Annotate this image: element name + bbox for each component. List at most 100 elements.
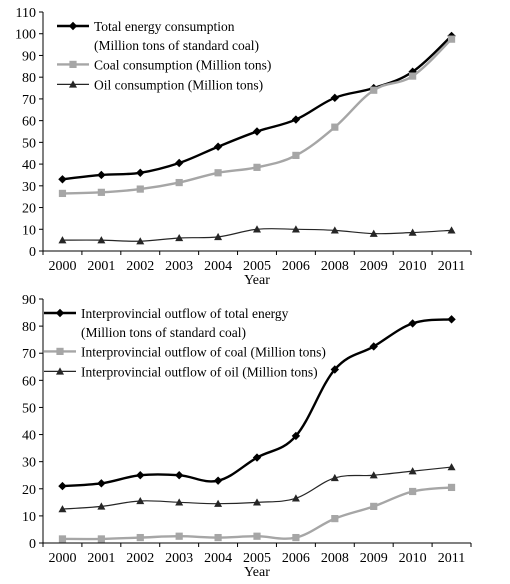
data-point (408, 228, 417, 236)
data-point (58, 175, 67, 184)
x-tick-label: 2011 (438, 259, 465, 274)
x-tick-label: 2005 (243, 259, 271, 274)
legend-marker (69, 80, 77, 88)
x-tick-label: 2002 (126, 551, 154, 566)
data-point (214, 533, 222, 542)
data-point (175, 498, 184, 506)
data-point (291, 225, 300, 233)
data-point (97, 170, 106, 180)
data-point (97, 188, 105, 196)
data-point (253, 532, 261, 540)
x-tick-label: 2008 (321, 259, 349, 274)
legend-label: Total energy consumption (94, 19, 235, 34)
data-point (447, 315, 456, 324)
y-tick-label: 30 (22, 456, 36, 471)
data-point (330, 473, 339, 482)
y-tick-label: 60 (22, 374, 36, 389)
data-point (291, 431, 301, 441)
x-tick-label: 2005 (243, 551, 271, 566)
y-tick-label: 20 (22, 202, 36, 217)
data-point (330, 93, 340, 103)
data-point (213, 476, 223, 485)
legend-item: Interprovincial outflow of total energy (… (44, 306, 289, 340)
data-point (331, 123, 339, 131)
series-layer-0 (58, 31, 456, 245)
y-tick-label: 90 (22, 49, 36, 64)
y-tick-label: 70 (22, 347, 36, 362)
data-point (58, 505, 67, 513)
data-point (174, 158, 184, 168)
data-point (136, 237, 145, 245)
y-tick-label: 60 (22, 115, 36, 130)
data-point (253, 163, 261, 171)
data-point (369, 342, 378, 351)
data-point (214, 169, 222, 177)
series-2 (58, 463, 456, 513)
data-point (252, 127, 262, 136)
x-axis-title-0: Year (244, 273, 270, 288)
data-point (253, 225, 261, 233)
data-point (447, 483, 456, 492)
data-point (174, 471, 184, 480)
x-axis-0: 2000 2001 2002 2003 2004 2005 2006 2008 2009 2010… (42, 250, 472, 274)
data-point (408, 467, 417, 475)
x-tick-label: 2009 (360, 259, 388, 274)
y-tick-label: 40 (22, 429, 36, 444)
x-tick-label: 2008 (321, 551, 349, 566)
legend-1: Interprovincial outflow of total energy (… (44, 306, 326, 379)
legend-item: Total energy consumption (Million tons of… (57, 19, 259, 53)
legend-label: Coal consumption (Million tons) (94, 57, 271, 72)
data-point (409, 72, 417, 80)
legend-label: Interprovincial outflow of total energy (81, 306, 289, 321)
data-point (330, 226, 339, 234)
legend-label: Oil consumption (Million tons) (94, 77, 263, 92)
x-tick-label: 2006 (282, 259, 310, 274)
series-line (62, 486, 452, 541)
x-tick-label: 2000 (48, 551, 76, 566)
data-point (58, 236, 67, 244)
y-axis-1: 0 10 20 30 40 50 60 70 80 90 (22, 293, 44, 552)
legend-item: Interprovincial outflow of oil (Million … (44, 364, 318, 379)
data-point (97, 479, 106, 488)
x-tick-label: 2001 (87, 259, 115, 274)
data-point (291, 494, 300, 502)
legend-marker (55, 308, 65, 318)
data-point (58, 481, 67, 491)
legend-marker (56, 367, 64, 375)
series-1 (58, 35, 456, 198)
x-tick-label: 2011 (438, 551, 465, 566)
legend-label-line2: (Million tons of standard coal) (94, 38, 259, 53)
data-point (136, 185, 144, 193)
data-point (136, 168, 145, 177)
data-point (370, 86, 378, 94)
x-tick-label: 2000 (48, 259, 76, 274)
data-point (369, 471, 378, 479)
series-0 (58, 315, 456, 491)
x-tick-label: 2003 (165, 259, 193, 274)
y-tick-label: 0 (29, 537, 36, 552)
data-point (97, 236, 106, 244)
y-tick-label: 40 (22, 158, 36, 173)
y-tick-label: 80 (22, 320, 36, 335)
y-tick-label: 90 (22, 293, 36, 308)
series-2 (58, 225, 456, 245)
data-point (136, 471, 145, 480)
x-tick-label: 2004 (204, 551, 232, 566)
y-tick-label: 70 (22, 93, 36, 108)
data-point (253, 498, 261, 506)
legend-item: Oil consumption (Million tons) (57, 77, 263, 92)
data-point (213, 142, 223, 151)
data-point (214, 499, 223, 507)
x-tick-label: 2010 (399, 551, 427, 566)
legend-marker (56, 347, 64, 355)
legend-item: Interprovincial outflow of coal (Million… (44, 344, 326, 359)
data-point (175, 233, 184, 242)
data-point (252, 453, 262, 462)
series-0 (58, 31, 456, 184)
y-tick-label: 50 (22, 401, 36, 416)
data-point (369, 229, 378, 237)
data-point (330, 365, 340, 374)
data-point (97, 502, 106, 510)
